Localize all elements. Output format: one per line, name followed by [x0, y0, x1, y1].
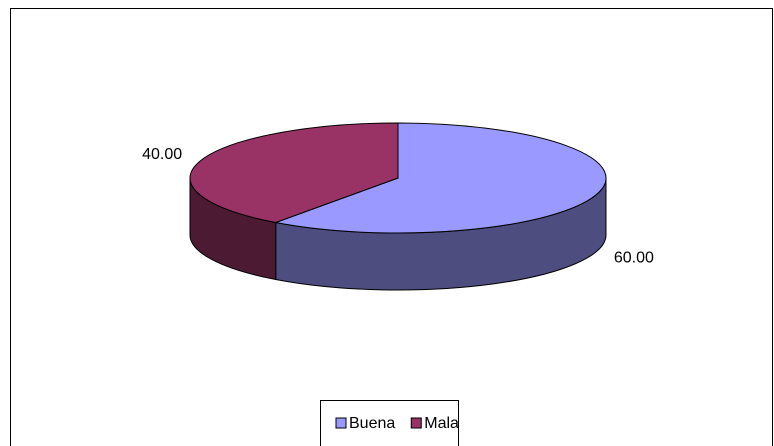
data-label: 40.00 — [142, 146, 182, 163]
legend-label: Buena — [349, 415, 395, 432]
pie-slice — [189, 122, 399, 224]
legend-swatch — [410, 417, 422, 429]
legend-swatch — [335, 417, 347, 429]
legend-label: Mala — [424, 415, 459, 432]
data-label: 60.00 — [614, 249, 654, 266]
pie-slice — [273, 122, 607, 234]
